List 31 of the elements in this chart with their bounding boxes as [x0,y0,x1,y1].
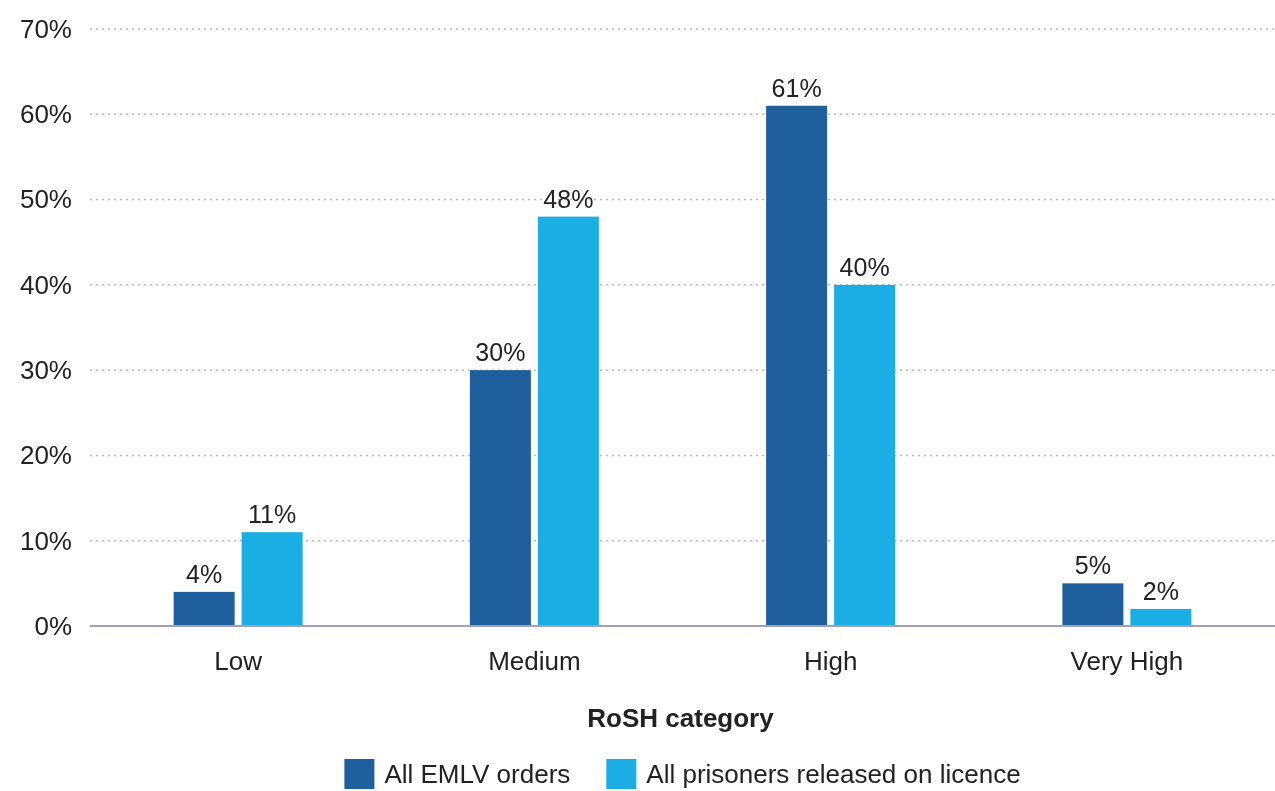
x-tick-label: Very High [1070,646,1184,677]
x-tick-label: Low [214,646,263,677]
bar [173,591,235,626]
data-label: 61% [771,73,822,102]
y-tick-label: 20% [19,440,72,471]
legend-label: All EMLV orders [384,759,571,789]
data-label: 5% [1074,551,1111,580]
x-axis-title: RoSH category [587,703,775,733]
x-tick-label: Medium [488,646,581,677]
y-tick-label: 10% [19,525,72,556]
data-label: 40% [839,252,890,281]
y-tick-label: 40% [19,269,72,300]
y-tick-label: 0% [34,610,72,641]
bar [537,216,599,626]
bar [834,284,896,626]
bar [1062,583,1124,626]
bar [469,370,531,626]
data-label: 30% [475,338,526,367]
bar [241,532,303,626]
y-tick-label: 30% [19,354,72,385]
y-tick-label: 70% [19,13,72,44]
data-label: 4% [186,559,223,588]
y-tick-label: 50% [19,184,72,215]
data-label: 48% [543,184,594,213]
data-label: 2% [1142,576,1179,605]
legend-label: All prisoners released on licence [646,759,1021,789]
data-label: 11% [248,500,297,529]
y-tick-label: 60% [19,99,72,130]
x-tick-label: High [803,646,858,677]
bar [1130,608,1192,626]
bar [766,105,828,626]
